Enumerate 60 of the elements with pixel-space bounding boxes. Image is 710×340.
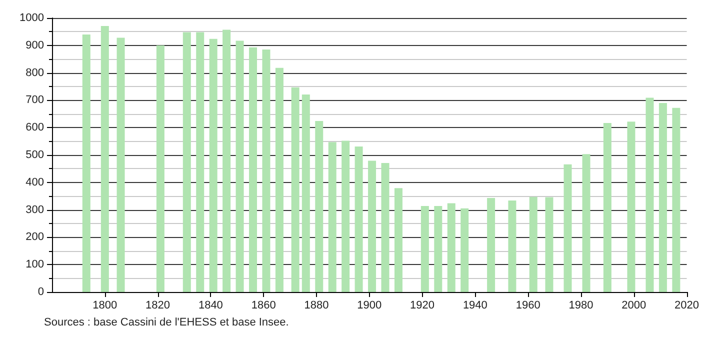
y-tick-label: 400	[26, 176, 44, 188]
x-tick-label: 1940	[462, 300, 488, 312]
y-tick-label: 1000	[20, 12, 44, 24]
bar	[672, 108, 680, 292]
bar	[381, 162, 390, 292]
x-tick-label: 1960	[516, 300, 540, 312]
x-tick-label: 2000	[622, 300, 646, 312]
x-tick-label: 1820	[146, 300, 170, 312]
bar	[196, 32, 204, 292]
bar	[182, 32, 191, 292]
bar	[302, 94, 310, 292]
bar	[529, 196, 538, 292]
x-tick-label: 1900	[357, 300, 382, 312]
bar	[236, 40, 244, 292]
x-tick-label: 1980	[568, 300, 594, 312]
bar	[249, 47, 258, 292]
bar	[116, 38, 125, 292]
bar	[291, 87, 300, 292]
bar	[262, 50, 270, 292]
bar	[156, 45, 164, 292]
bar	[545, 197, 554, 292]
bar	[368, 160, 376, 292]
y-tick-label: 100	[26, 258, 44, 271]
bar	[658, 102, 667, 292]
bar	[582, 154, 590, 292]
bar	[434, 206, 442, 292]
bar	[354, 146, 363, 292]
bar	[100, 26, 109, 292]
y-tick-label: 0	[38, 286, 44, 298]
x-tick-label: 1920	[410, 300, 435, 312]
bar	[447, 203, 456, 292]
bar	[82, 34, 90, 292]
bar	[564, 164, 572, 292]
x-tick-label: 2020	[674, 300, 700, 312]
x-tick-label: 1840	[198, 300, 223, 312]
y-tick-label: 300	[26, 204, 44, 216]
y-tick-label: 900	[26, 39, 44, 52]
y-tick-label: 600	[26, 122, 44, 134]
bar	[508, 200, 516, 292]
bar	[603, 122, 612, 292]
bar	[487, 198, 496, 292]
bar	[328, 142, 336, 292]
bar	[627, 122, 636, 292]
x-tick-label: 1860	[251, 300, 276, 312]
bar	[420, 206, 429, 292]
bar	[222, 30, 231, 292]
y-tick-label: 700	[26, 94, 44, 106]
bar	[275, 68, 284, 292]
bar	[342, 140, 350, 292]
y-tick-label: 800	[26, 66, 44, 79]
x-tick-label: 1800	[92, 300, 118, 312]
x-tick-label: 1880	[304, 300, 329, 312]
bar	[460, 208, 469, 292]
bar	[315, 121, 324, 292]
bar	[646, 98, 654, 292]
bar	[209, 38, 218, 292]
y-tick-label: 500	[26, 149, 44, 161]
source-note: Sources : base Cassini de l'EHESS et base Insee.	[44, 316, 289, 328]
bar	[394, 188, 402, 292]
y-tick-label: 200	[26, 231, 44, 244]
